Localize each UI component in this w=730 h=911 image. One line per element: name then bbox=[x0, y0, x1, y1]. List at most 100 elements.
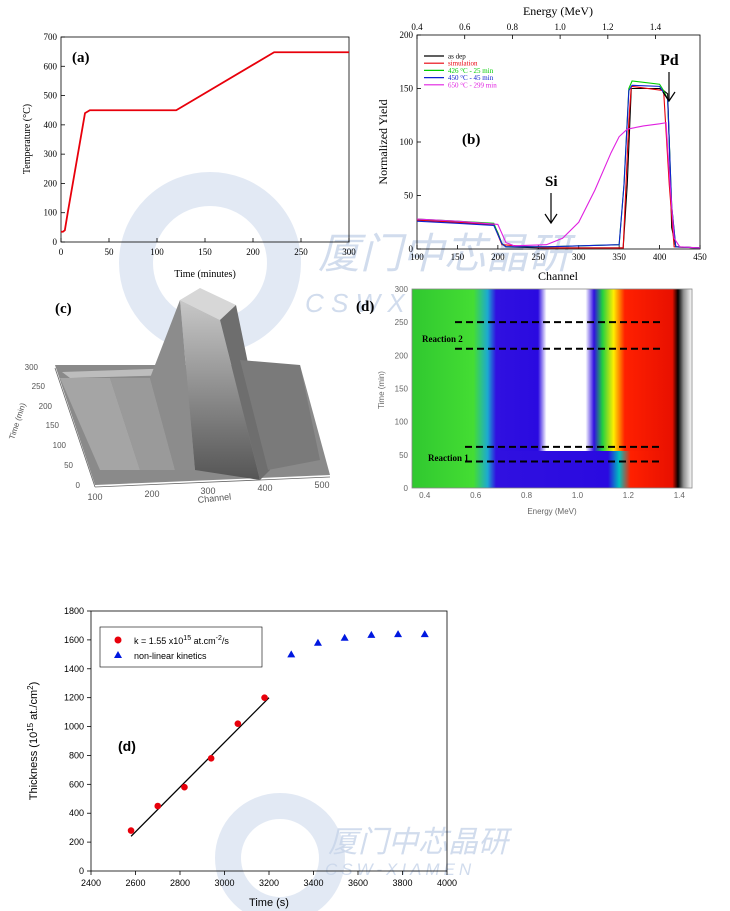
chart-a-xtick-label: 200 bbox=[246, 247, 260, 257]
chart-a-xtick-label: 50 bbox=[105, 247, 115, 257]
chart-b-ytick-label: 100 bbox=[400, 137, 414, 147]
chart-b-toptick-label: 0.4 bbox=[411, 22, 423, 32]
chart-b-xtick-label: 400 bbox=[653, 252, 667, 262]
chart-a-ylabel: Temperature (°C) bbox=[22, 104, 33, 174]
surface-step bbox=[110, 378, 175, 470]
legend-marker-nonlinear bbox=[114, 651, 122, 658]
chart-c-3d-surface: (c) 100 200 300 400 500 0 50 100 150 200 250 300 Ch… bbox=[7, 288, 331, 505]
surface-peak-side bbox=[220, 305, 270, 480]
data-point-nonlinear bbox=[340, 633, 349, 641]
chart-e-axes: 2400 2600 2800 3000 3200 3400 3600 3800 4000 0 200… bbox=[64, 606, 457, 888]
chart-b-xtick-label: 100 bbox=[410, 252, 424, 262]
chart-d-map-ytick-label: 0 bbox=[404, 484, 409, 493]
chart-b-series bbox=[416, 80, 701, 249]
chart-b-legend-label: simulation bbox=[448, 60, 478, 68]
chart-c-ytick-label: 200 bbox=[39, 402, 53, 411]
chart-e-ytick-label: 1600 bbox=[64, 635, 84, 645]
chart-e-ytick-label: 1400 bbox=[64, 664, 84, 674]
chart-e-xtick-label: 2600 bbox=[125, 878, 145, 888]
chart-e-ytick-label: 200 bbox=[69, 837, 84, 847]
chart-b-legend-label: as dep bbox=[448, 53, 466, 61]
chart-a-ytick-label: 400 bbox=[44, 120, 58, 130]
chart-b-xlabel: Channel bbox=[538, 269, 579, 283]
chart-a-ytick-label: 300 bbox=[44, 149, 58, 159]
chart-c-ytick-label: 150 bbox=[46, 421, 60, 430]
chart-a-series bbox=[61, 51, 349, 233]
chart-b-xtick-label: 150 bbox=[451, 252, 465, 262]
surface-peak-slope bbox=[150, 300, 195, 470]
reaction-1-label: Reaction 1 bbox=[428, 453, 469, 463]
chart-a-temperature: 0 50 100 150 200 250 300 0 100 200 300 400 500 600 700… bbox=[22, 32, 356, 280]
chart-d-map-xtick-label: 0.8 bbox=[521, 491, 533, 500]
watermark-cn-bottom: 厦门中芯晶研 bbox=[328, 825, 513, 860]
chart-b-ytick-label: 200 bbox=[400, 30, 414, 40]
chart-d-map-xtick-label: 0.4 bbox=[419, 491, 431, 500]
heatmap-body-lower bbox=[412, 451, 692, 488]
chart-e-xtick-label: 3600 bbox=[348, 878, 368, 888]
chart-c-ytick-label: 100 bbox=[53, 441, 67, 450]
chart-d-map-ytick-label: 50 bbox=[399, 451, 408, 460]
chart-b-pd-annotation: Pd bbox=[660, 52, 679, 69]
chart-a-xtick-label: 150 bbox=[198, 247, 212, 257]
chart-a-ytick-label: 500 bbox=[44, 91, 58, 101]
data-point-linear bbox=[261, 694, 268, 701]
chart-b-toptick-label: 1.4 bbox=[650, 22, 662, 32]
data-point-linear bbox=[207, 755, 215, 762]
chart-a-xtick-label: 250 bbox=[294, 247, 308, 257]
chart-b-ytick-label: 50 bbox=[404, 191, 414, 201]
data-point-nonlinear bbox=[420, 630, 429, 638]
chart-e-xtick-label: 2400 bbox=[81, 878, 101, 888]
chart-c-ytick-label: 250 bbox=[32, 382, 46, 391]
chart-d-map-panel-label: (d) bbox=[356, 299, 374, 315]
chart-e-ytick-label: 400 bbox=[69, 808, 84, 818]
chart-e-ytick-label: 600 bbox=[69, 779, 84, 789]
chart-a-panel-label: (a) bbox=[72, 50, 90, 66]
watermark-en-bottom: CSW-XIAMEN bbox=[325, 860, 475, 879]
chart-b-toptick-label: 0.8 bbox=[507, 22, 519, 32]
chart-b-xtick-label: 350 bbox=[612, 252, 626, 262]
heatmap-reaction-lines bbox=[455, 321, 660, 463]
data-point-nonlinear bbox=[394, 630, 403, 638]
chart-a-ytick-label: 200 bbox=[44, 178, 58, 188]
chart-c-xtick-label: 200 bbox=[144, 489, 159, 499]
chart-e-xtick-label: 3800 bbox=[392, 878, 412, 888]
chart-e-ytick-label: 1800 bbox=[64, 606, 84, 616]
chart-e-xtick-label: 3400 bbox=[303, 878, 323, 888]
chart-a-axes: 0 50 100 150 200 250 300 0 100 200 300 400 500 600 700 bbox=[44, 32, 357, 257]
chart-d-map-ylabel: Time (min) bbox=[377, 371, 386, 409]
chart-c-ylabel: Time (min) bbox=[7, 401, 27, 440]
chart-c-xtick-label: 400 bbox=[257, 483, 272, 493]
chart-b-xtick-label: 250 bbox=[532, 252, 546, 262]
chart-d-map-ytick-label: 100 bbox=[395, 418, 409, 427]
chart-b-toptick-label: 0.6 bbox=[459, 22, 471, 32]
data-point-linear bbox=[234, 720, 242, 727]
watermark-cn-top: 厦门中芯晶研 bbox=[318, 229, 576, 278]
surface-ridge-left bbox=[62, 368, 180, 378]
fit-line bbox=[130, 697, 270, 837]
chart-c-xtick-label: 300 bbox=[200, 486, 215, 496]
data-point-nonlinear bbox=[313, 638, 322, 646]
chart-c-ytick-label: 50 bbox=[64, 461, 73, 470]
data-point-linear bbox=[181, 783, 188, 791]
chart-e-series bbox=[127, 630, 429, 837]
surface-peak-front bbox=[180, 300, 260, 480]
chart-b-toptick-label: 1.0 bbox=[554, 22, 566, 32]
heatmap-body-upper bbox=[412, 289, 692, 451]
chart-b-ytick-label: 150 bbox=[400, 84, 414, 94]
watermark-bottom: 厦门中芯晶研 CSW-XIAMEN bbox=[215, 793, 513, 911]
chart-d-map-ytick-label: 200 bbox=[395, 351, 409, 360]
chart-c-xtick-label: 100 bbox=[87, 492, 102, 502]
chart-b-series-line bbox=[416, 122, 701, 249]
chart-d-map-xtick-label: 1.2 bbox=[623, 491, 635, 500]
chart-b-series-line bbox=[416, 87, 701, 249]
chart-e-ytick-label: 1000 bbox=[64, 722, 84, 732]
chart-d-thickness: 2400 2600 2800 3000 3200 3400 3600 3800 4000 0 200… bbox=[26, 606, 457, 909]
chart-a-xlabel: Time (minutes) bbox=[174, 269, 236, 280]
chart-c-xlabel: Channel bbox=[197, 492, 231, 505]
data-point-linear bbox=[154, 802, 162, 810]
chart-a-xtick-label: 100 bbox=[150, 247, 164, 257]
chart-d-map-xtick-label: 0.6 bbox=[470, 491, 482, 500]
chart-e-xlabel: Time (s) bbox=[249, 897, 289, 909]
